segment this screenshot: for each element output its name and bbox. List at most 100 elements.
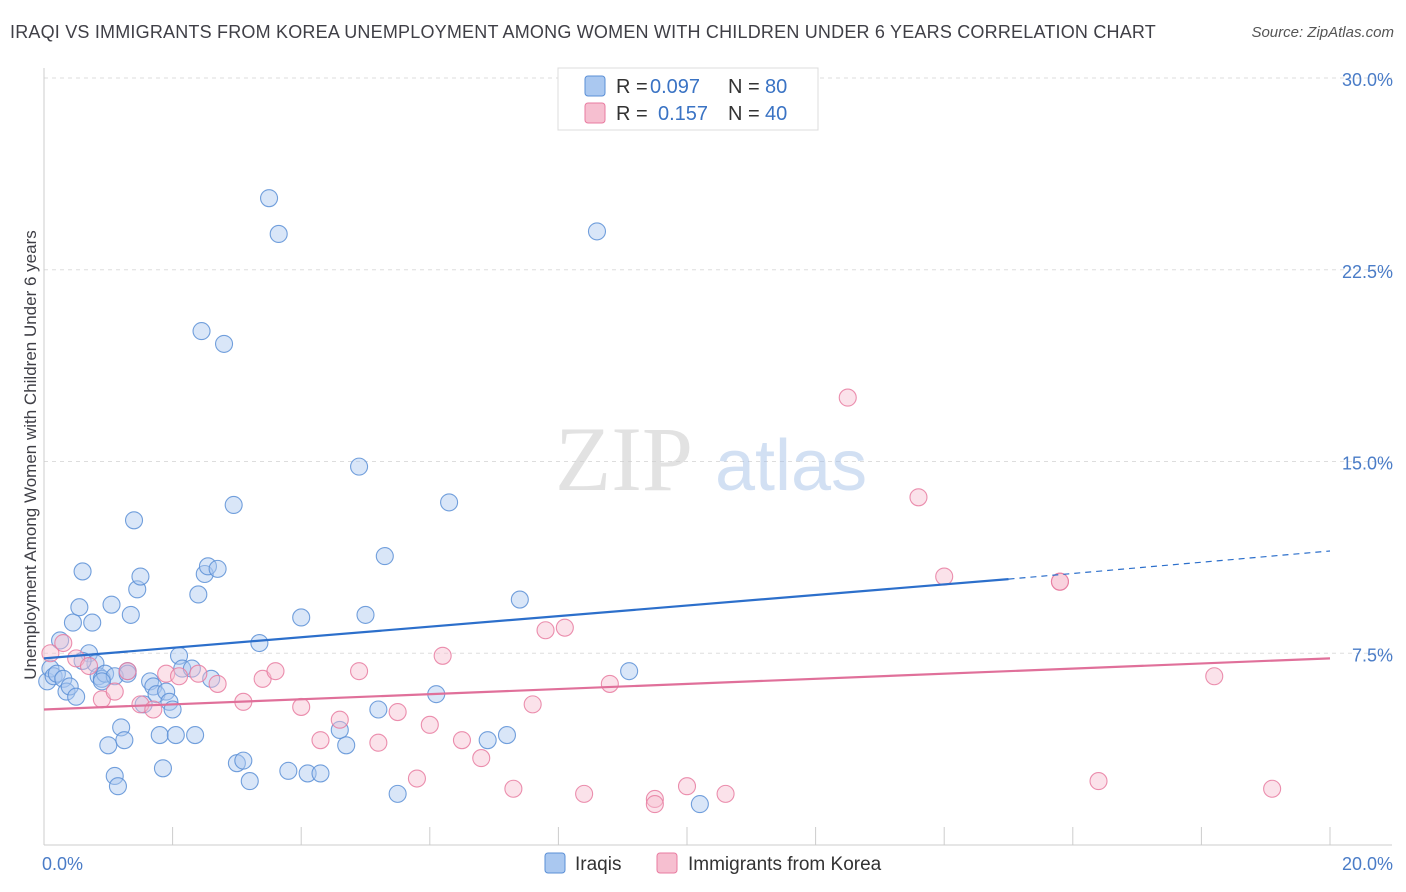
iraqis-point (510, 590, 529, 609)
watermark-zip: ZIP (555, 408, 693, 510)
legend-r-label: R = (616, 103, 648, 125)
korea-point (575, 784, 594, 803)
iraqis-point (375, 547, 394, 566)
legend-swatch-blue (584, 75, 606, 97)
iraqis-point (311, 764, 330, 783)
korea-point (189, 664, 208, 683)
korea-point (1205, 667, 1224, 686)
korea-point (536, 621, 555, 640)
korea-point (909, 488, 928, 507)
legend-n-value: 40 (765, 103, 787, 125)
iraqis-point (478, 731, 497, 750)
iraqis-trend-line (43, 578, 1009, 660)
iraqis-point (214, 334, 234, 353)
gridlines (44, 77, 1392, 654)
bottom-legend-korea: Immigrants from Korea (688, 854, 882, 875)
iraqis-point (224, 495, 243, 515)
korea-trend-line (43, 657, 1331, 711)
iraqis-point (157, 682, 176, 701)
iraqis-point (57, 682, 76, 701)
korea-point (1263, 779, 1282, 798)
korea-point (555, 618, 574, 637)
iraqis-point (102, 595, 121, 614)
iraqis-point (298, 764, 317, 783)
iraqis-point (330, 720, 349, 740)
iraqis-point (153, 759, 173, 778)
iraqis-point (587, 222, 607, 241)
korea-point (54, 633, 73, 653)
iraqis-point (337, 736, 356, 755)
korea-point (169, 667, 189, 686)
legend-n-value: 80 (765, 76, 787, 98)
iraqis-point (73, 562, 92, 581)
y-axis-label: Unemployment Among Women with Children U… (21, 230, 40, 679)
legend: R = 0.097 N = 80 R = 0.157 N = 40 (557, 67, 819, 131)
korea-point (330, 710, 349, 729)
trend-lines (43, 550, 1331, 711)
korea-point (935, 567, 954, 586)
iraqis-point (620, 662, 639, 681)
watermark-atlas: atlas (715, 426, 867, 506)
chart-title: IRAQI VS IMMIGRANTS FROM KOREA UNEMPLOYM… (10, 22, 1156, 42)
korea-point (388, 703, 407, 722)
iraqis-point (350, 457, 369, 476)
iraqis-point (259, 189, 279, 208)
iraqis-point (70, 598, 89, 617)
korea-point (105, 682, 124, 701)
chart-source: Source: ZipAtlas.com (1251, 24, 1394, 41)
korea-point (420, 715, 439, 734)
iraqis-point (108, 777, 127, 796)
x-tick-label: 20.0% (1342, 854, 1393, 874)
korea-point (118, 662, 137, 681)
iraqis-point (131, 567, 150, 586)
bottom-legend-iraqis: Iraqis (575, 854, 621, 875)
iraqis-point (121, 605, 140, 624)
legend-r-label: R = (616, 76, 648, 98)
legend-r-value: 0.097 (650, 76, 700, 98)
korea-point (144, 700, 163, 719)
korea-point (472, 749, 491, 768)
iraqis-point (150, 726, 169, 745)
iraqis-point (60, 677, 79, 696)
iraqis-point (124, 511, 144, 530)
y-tick-label: 22.5% (1342, 262, 1393, 282)
iraqis-point (51, 631, 70, 650)
y-tick-label: 15.0% (1342, 454, 1393, 474)
iraqis-trend-extension (1008, 550, 1331, 580)
iraqis-point (234, 751, 253, 770)
legend-swatch-pink (584, 102, 606, 124)
iraqis-point (67, 687, 86, 706)
korea-point (266, 662, 285, 681)
bottom-legend-swatch-iraqis (544, 852, 566, 874)
bottom-legend: Iraqis Immigrants from Korea (544, 852, 882, 875)
iraqis-point (690, 795, 709, 814)
iraqis-point (83, 613, 102, 632)
korea-point (1089, 772, 1108, 791)
iraqis-point (115, 731, 134, 750)
iraqis-point (440, 493, 459, 512)
iraqis-point (105, 766, 124, 786)
iraqis-point (356, 605, 375, 624)
iraqis-point (497, 726, 517, 745)
iraqis-point (192, 322, 211, 341)
y-tick-labels: 7.5% 15.0% 22.5% 30.0% (1342, 70, 1393, 665)
y-tick-label: 7.5% (1352, 645, 1393, 665)
korea-point (452, 731, 472, 750)
korea-point (645, 789, 664, 809)
iraqis-point (369, 700, 388, 719)
legend-n-label: N = (728, 103, 760, 125)
korea-point (79, 656, 99, 676)
korea-point (292, 697, 311, 716)
korea-point (311, 731, 330, 750)
korea-point (504, 779, 523, 798)
iraqis-point (240, 772, 259, 791)
iraqis-point (166, 726, 185, 745)
x-tick-labels: 0.0% 20.0% (42, 854, 1393, 874)
iraqis-point (388, 784, 407, 803)
x-tick-label: 0.0% (42, 854, 83, 874)
legend-r-value: 0.157 (658, 103, 708, 125)
watermark: ZIP atlas (555, 408, 867, 510)
iraqis-point (269, 224, 288, 244)
iraqis-point (92, 672, 111, 691)
